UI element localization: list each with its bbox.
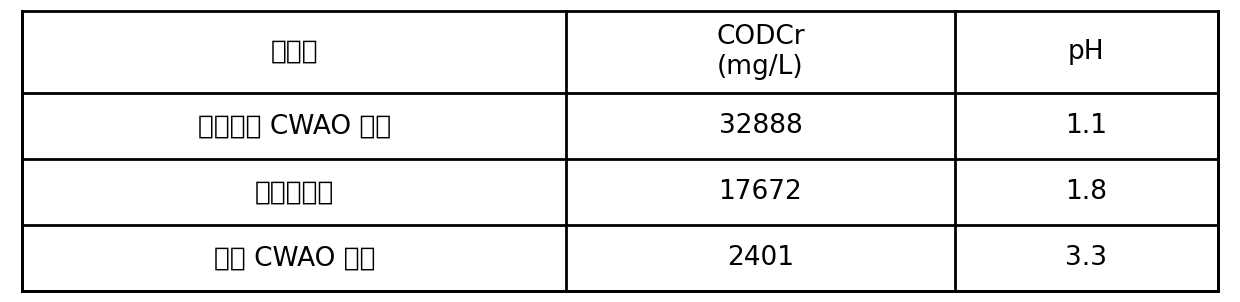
Text: 2401: 2401: [727, 246, 794, 271]
Text: 3.3: 3.3: [1065, 246, 1107, 271]
Text: 多相 CWAO 出水: 多相 CWAO 出水: [213, 246, 374, 271]
Text: 取水点: 取水点: [270, 39, 319, 65]
Text: 1.1: 1.1: [1065, 114, 1107, 140]
Text: 1.8: 1.8: [1065, 179, 1107, 205]
Text: pH: pH: [1068, 39, 1105, 65]
Text: 32888: 32888: [718, 114, 802, 140]
Text: 蒸馏冷凝水: 蒸馏冷凝水: [254, 179, 334, 205]
Text: CODCr
(mg/L): CODCr (mg/L): [717, 24, 805, 80]
Text: 两次均相 CWAO 出水: 两次均相 CWAO 出水: [197, 114, 391, 140]
Text: 17672: 17672: [718, 179, 802, 205]
